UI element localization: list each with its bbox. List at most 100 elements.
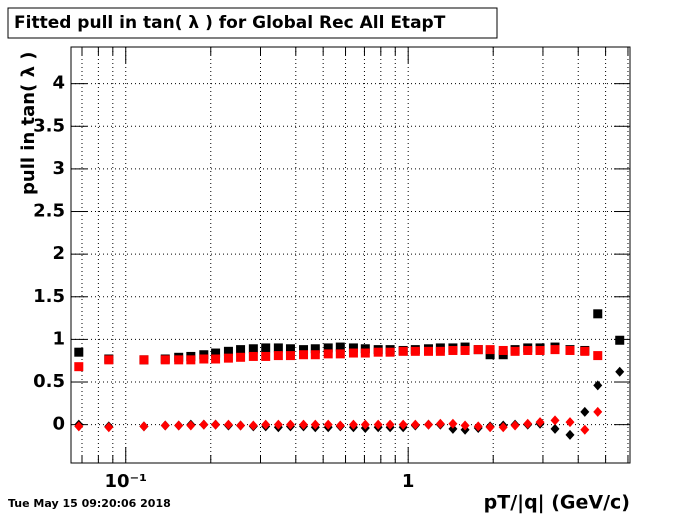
diamond-marker: [485, 422, 495, 433]
square-marker: [261, 343, 271, 353]
diamond-marker: [550, 423, 560, 434]
diamond-marker: [285, 419, 295, 430]
square-marker: [498, 345, 508, 355]
plot-frame: [70, 46, 631, 464]
square-marker: [74, 347, 84, 357]
diamond-marker: [211, 419, 221, 430]
square-marker: [323, 349, 333, 359]
square-marker: [299, 345, 309, 355]
square-marker: [310, 350, 320, 360]
y-tick-label: 2.5: [33, 201, 65, 222]
square-marker: [285, 344, 295, 354]
diamond-marker: [310, 419, 320, 430]
x-tick-label: 1: [402, 471, 415, 492]
square-marker: [273, 343, 283, 353]
square-marker: [593, 309, 603, 319]
y-tick-label: 3.5: [33, 115, 65, 136]
diamond-marker: [360, 419, 370, 430]
square-marker: [398, 346, 408, 356]
timestamp: Tue May 15 09:20:06 2018: [8, 497, 171, 510]
square-marker: [236, 352, 246, 362]
diamond-marker: [510, 420, 520, 431]
y-axis-label: pull in tan( λ ): [18, 52, 39, 196]
diamond-marker: [423, 419, 433, 430]
square-marker: [248, 351, 258, 361]
x-axis-label: pT/|q| (GeV/c): [484, 492, 630, 514]
square-marker: [523, 345, 533, 355]
square-marker: [473, 345, 483, 355]
diamond-marker: [580, 424, 590, 435]
square-marker: [410, 346, 420, 356]
square-marker: [160, 355, 170, 365]
diamond-marker: [104, 422, 114, 433]
square-marker: [310, 344, 320, 354]
square-marker: [211, 348, 221, 358]
diamond-marker: [398, 419, 408, 430]
diamond-marker: [261, 419, 271, 430]
square-marker: [460, 345, 470, 355]
square-marker: [448, 345, 458, 355]
diamond-marker: [448, 418, 458, 429]
diamond-marker: [174, 420, 184, 431]
diamond-marker: [160, 420, 170, 431]
y-tick-label: 2: [52, 243, 65, 264]
title-box: [7, 7, 498, 39]
square-marker: [348, 343, 358, 353]
diamond-marker: [186, 420, 196, 431]
diamond-marker: [593, 380, 603, 391]
square-marker: [285, 351, 295, 361]
square-marker: [323, 343, 333, 353]
square-marker: [174, 355, 184, 365]
square-marker: [485, 350, 495, 360]
square-marker: [273, 351, 283, 361]
diamond-marker: [410, 419, 420, 430]
square-marker: [580, 346, 590, 356]
diamond-marker: [523, 418, 533, 429]
chart-title: Fitted pull in tan( λ ) for Global Rec A…: [14, 13, 446, 33]
square-marker: [299, 350, 309, 360]
square-marker: [423, 346, 433, 356]
square-marker: [236, 345, 246, 355]
square-marker: [74, 362, 84, 372]
diamond-marker: [299, 419, 309, 430]
y-tick-label: 4: [52, 73, 65, 94]
square-marker: [223, 346, 233, 356]
square-marker: [104, 355, 114, 365]
diamond-marker: [373, 419, 383, 430]
y-tick-label: 0.5: [33, 371, 65, 392]
diamond-marker: [473, 421, 483, 432]
y-tick-label: 0: [52, 414, 65, 435]
diamond-marker: [565, 417, 575, 428]
square-marker: [385, 347, 395, 357]
diamond-marker: [236, 420, 246, 431]
x-tick-label: 10⁻¹: [105, 471, 147, 492]
square-marker: [248, 344, 258, 354]
diamond-marker: [74, 421, 84, 432]
diamond-marker: [139, 421, 149, 432]
diamond-marker: [323, 419, 333, 430]
square-marker: [335, 349, 345, 359]
square-marker: [223, 353, 233, 363]
diamond-marker: [335, 420, 345, 431]
square-marker: [485, 345, 495, 355]
square-marker: [261, 351, 271, 361]
square-marker: [373, 347, 383, 357]
square-marker: [348, 348, 358, 358]
y-tick-label: 3: [52, 158, 65, 179]
y-tick-label: 1.5: [33, 286, 65, 307]
diamond-marker: [448, 423, 458, 434]
diamond-marker: [535, 417, 545, 428]
diamond-marker: [273, 419, 283, 430]
square-marker: [510, 346, 520, 356]
square-marker: [360, 348, 370, 358]
diamond-marker: [348, 419, 358, 430]
diamond-marker: [565, 429, 575, 440]
diamond-marker: [615, 366, 625, 377]
diamond-marker: [460, 420, 470, 431]
square-marker: [335, 342, 345, 352]
y-tick-label: 1: [52, 328, 65, 349]
square-marker: [211, 354, 221, 364]
square-marker: [139, 355, 149, 365]
diamond-marker: [593, 406, 603, 417]
